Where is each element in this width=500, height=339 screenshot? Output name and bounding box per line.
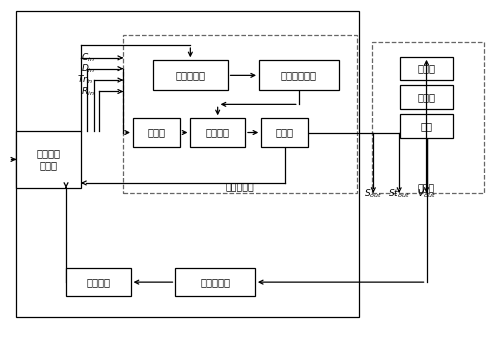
Bar [400, 114, 452, 138]
Text: 模糊推理: 模糊推理 [206, 127, 230, 138]
Text: $Tr_{in}$: $Tr_{in}$ [77, 74, 94, 86]
Text: 温度测量: 温度测量 [86, 277, 110, 287]
Text: 执行器: 执行器 [418, 184, 435, 193]
Bar [123, 35, 357, 193]
Text: $C_{in}$: $C_{in}$ [81, 52, 95, 64]
Text: 搅拌机: 搅拌机 [418, 92, 436, 102]
Bar [16, 131, 81, 188]
Text: 半张量积运算: 半张量积运算 [280, 71, 316, 80]
Bar [190, 118, 245, 147]
Text: $R_{in}$: $R_{in}$ [82, 85, 95, 98]
Bar [259, 60, 338, 91]
Text: 解模糊: 解模糊 [276, 127, 294, 138]
Bar [400, 85, 452, 109]
Bar [400, 57, 452, 80]
Text: $St_{out}$: $St_{out}$ [388, 188, 410, 200]
Text: $D_{in}$: $D_{in}$ [80, 62, 95, 75]
Text: 模糊规则库: 模糊规则库 [176, 71, 206, 80]
Bar [16, 12, 360, 317]
Bar [372, 42, 484, 193]
Bar [176, 268, 255, 296]
Bar [133, 118, 180, 147]
Text: 数据采集
与分析: 数据采集 与分析 [36, 148, 60, 170]
Text: $S_{out}$: $S_{out}$ [364, 188, 382, 200]
Text: $V_{out}$: $V_{out}$ [417, 188, 436, 200]
Bar [66, 268, 130, 296]
Text: 阀门: 阀门 [420, 121, 432, 131]
Text: 温度控制器: 温度控制器 [226, 183, 254, 193]
Text: 发酵反应器: 发酵反应器 [200, 277, 230, 287]
Text: 切换器: 切换器 [418, 64, 436, 74]
Bar [153, 60, 228, 91]
Bar [261, 118, 308, 147]
Text: 模糊化: 模糊化 [148, 127, 166, 138]
